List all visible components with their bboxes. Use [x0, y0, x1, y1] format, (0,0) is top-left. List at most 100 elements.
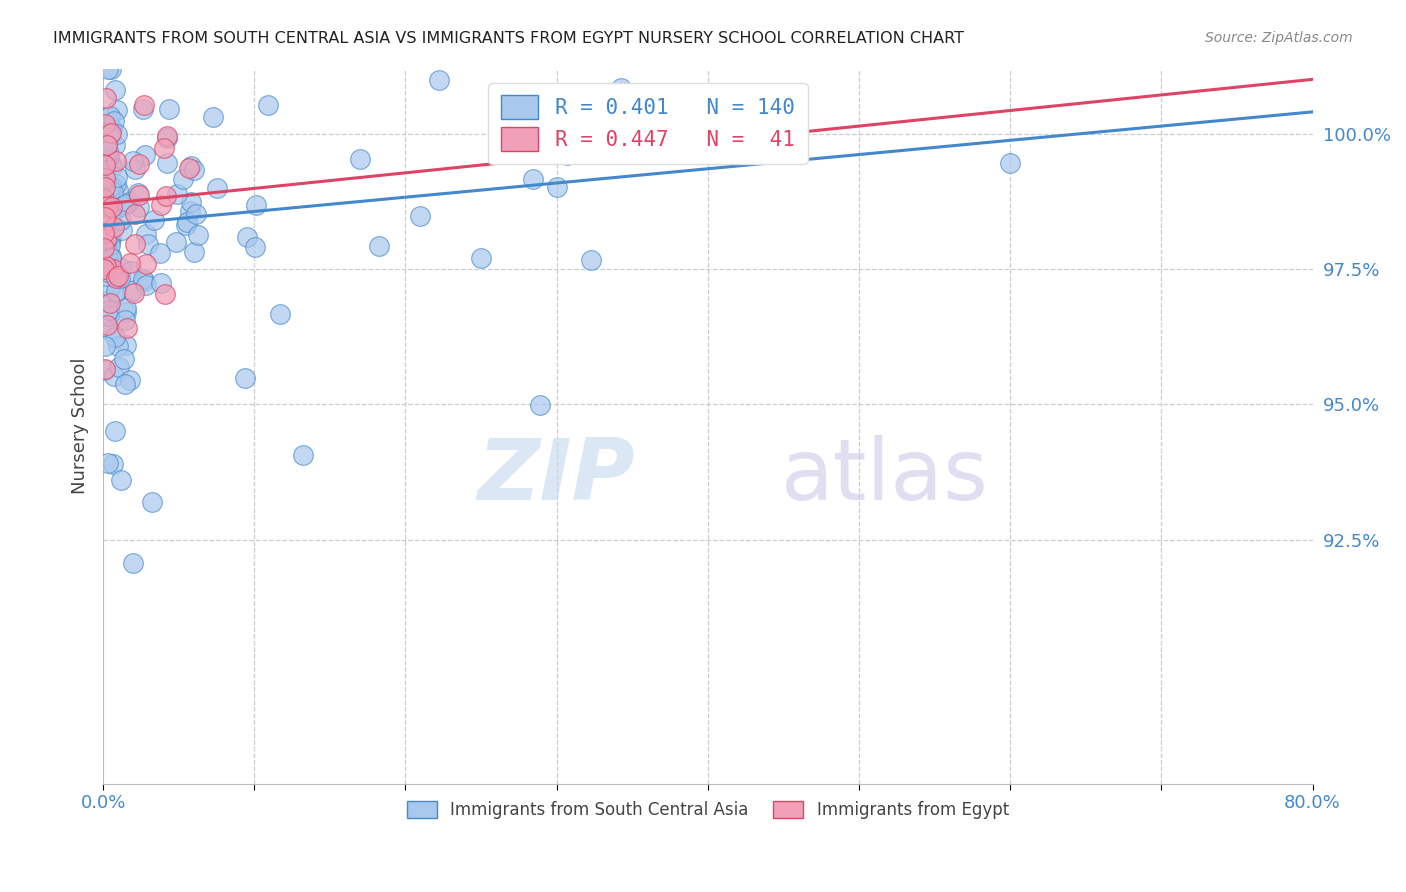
Point	[269, 307, 291, 321]
Point	[96, 199, 118, 213]
Point	[470, 251, 492, 265]
Point	[101, 457, 124, 471]
Point	[97, 62, 120, 76]
Point	[97, 218, 120, 232]
Point	[105, 127, 128, 141]
Point	[108, 200, 131, 214]
Point	[135, 227, 157, 241]
Point	[100, 122, 122, 136]
Point	[98, 293, 121, 307]
Point	[101, 160, 124, 174]
Point	[141, 494, 163, 508]
Point	[121, 284, 143, 298]
Point	[131, 102, 153, 116]
Point	[94, 363, 117, 377]
Point	[97, 303, 120, 318]
Point	[153, 141, 176, 155]
Point	[100, 157, 122, 171]
Point	[94, 197, 117, 211]
Point	[97, 145, 120, 159]
Legend: Immigrants from South Central Asia, Immigrants from Egypt: Immigrants from South Central Asia, Immi…	[401, 794, 1015, 825]
Point	[522, 172, 544, 186]
Point	[107, 183, 129, 197]
Point	[100, 230, 122, 244]
Point	[108, 271, 131, 285]
Point	[128, 200, 150, 214]
Point	[132, 272, 155, 286]
Point	[292, 448, 315, 462]
Point	[135, 277, 157, 292]
Text: IMMIGRANTS FROM SOUTH CENTRAL ASIA VS IMMIGRANTS FROM EGYPT NURSERY SCHOOL CORRE: IMMIGRANTS FROM SOUTH CENTRAL ASIA VS IM…	[53, 31, 965, 46]
Point	[96, 258, 118, 272]
Point	[98, 178, 121, 193]
Point	[96, 137, 118, 152]
Point	[183, 163, 205, 178]
Point	[97, 307, 120, 321]
Point	[94, 171, 117, 186]
Point	[100, 237, 122, 252]
Point	[120, 264, 142, 278]
Point	[135, 257, 157, 271]
Point	[97, 244, 120, 259]
Point	[100, 251, 122, 265]
Point	[98, 128, 121, 142]
Text: atlas: atlas	[780, 434, 988, 517]
Point	[579, 253, 602, 268]
Point	[93, 241, 115, 255]
Point	[97, 310, 120, 324]
Point	[111, 199, 134, 213]
Point	[127, 186, 149, 200]
Point	[610, 80, 633, 95]
Point	[94, 261, 117, 276]
Point	[101, 260, 124, 275]
Point	[96, 268, 118, 283]
Point	[94, 117, 117, 131]
Point	[105, 286, 128, 301]
Point	[128, 157, 150, 171]
Point	[132, 98, 155, 112]
Point	[93, 261, 115, 276]
Point	[565, 129, 588, 144]
Point	[207, 181, 229, 195]
Point	[118, 256, 141, 270]
Point	[94, 259, 117, 273]
Point	[177, 161, 200, 176]
Point	[105, 271, 128, 285]
Point	[124, 236, 146, 251]
Point	[93, 171, 115, 186]
Point	[114, 376, 136, 391]
Point	[104, 285, 127, 299]
Point	[149, 198, 172, 212]
Point	[98, 279, 121, 293]
Point	[101, 185, 124, 199]
Point	[104, 330, 127, 344]
Point	[98, 225, 121, 239]
Point	[101, 262, 124, 277]
Point	[156, 156, 179, 170]
Point	[155, 188, 177, 202]
Text: Source: ZipAtlas.com: Source: ZipAtlas.com	[1205, 31, 1353, 45]
Point	[104, 137, 127, 152]
Point	[107, 269, 129, 284]
Point	[157, 102, 180, 116]
Point	[166, 186, 188, 201]
Point	[236, 230, 259, 244]
Point	[97, 153, 120, 167]
Point	[96, 232, 118, 246]
Point	[101, 200, 124, 214]
Point	[409, 210, 432, 224]
Point	[105, 177, 128, 191]
Point	[115, 301, 138, 316]
Y-axis label: Nursery School: Nursery School	[72, 358, 89, 494]
Point	[94, 241, 117, 255]
Point	[122, 286, 145, 301]
Point	[172, 171, 194, 186]
Point	[174, 218, 197, 232]
Point	[94, 180, 117, 194]
Point	[94, 90, 117, 104]
Point	[97, 456, 120, 470]
Point	[122, 153, 145, 168]
Point	[98, 109, 121, 123]
Point	[93, 192, 115, 206]
Point	[114, 313, 136, 327]
